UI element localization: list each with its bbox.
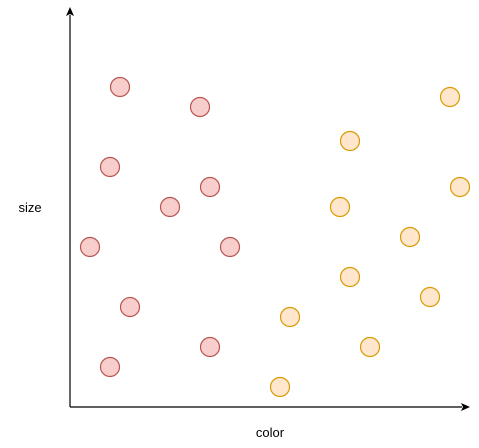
orange-point-10 xyxy=(269,376,291,398)
red-point-4 xyxy=(199,176,221,198)
orange-point-6 xyxy=(339,266,361,288)
x-axis-label: color xyxy=(255,425,285,440)
y-axis-arrowhead xyxy=(66,7,74,16)
orange-point-5 xyxy=(399,226,421,248)
red-point-5 xyxy=(159,196,181,218)
x-axis xyxy=(70,403,470,411)
red-point-8 xyxy=(119,296,141,318)
data-points xyxy=(79,76,471,398)
red-point-2 xyxy=(189,96,211,118)
red-point-7 xyxy=(219,236,241,258)
orange-point-1 xyxy=(439,86,461,108)
red-point-9 xyxy=(199,336,221,358)
red-point-6 xyxy=(79,236,101,258)
x-axis-arrowhead xyxy=(461,403,470,411)
orange-point-4 xyxy=(329,196,351,218)
orange-point-2 xyxy=(339,130,361,152)
orange-point-9 xyxy=(359,336,381,358)
red-point-3 xyxy=(99,156,121,178)
y-axis xyxy=(66,7,74,407)
orange-point-3 xyxy=(449,176,471,198)
orange-point-8 xyxy=(279,306,301,328)
y-axis-label: size xyxy=(18,200,42,215)
red-point-1 xyxy=(109,76,131,98)
red-point-10 xyxy=(99,356,121,378)
orange-point-7 xyxy=(419,286,441,308)
